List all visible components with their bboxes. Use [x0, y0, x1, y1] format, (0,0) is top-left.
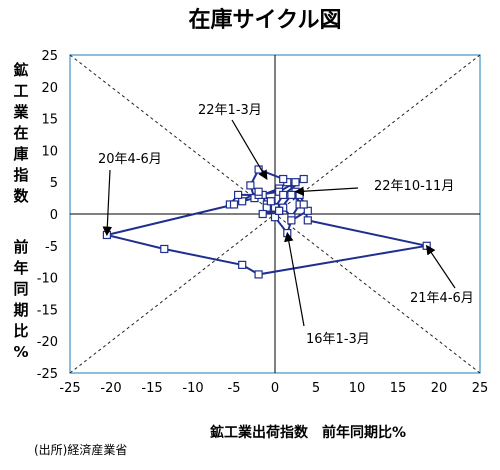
y-tick-label: 0 — [50, 208, 58, 223]
annotation-arrow — [284, 231, 305, 327]
annotation-label: 22年10-11月 — [374, 179, 454, 194]
y-tick-label: 25 — [41, 49, 58, 64]
x-axis-label: 鉱工業出荷指数 前年同期比% — [210, 424, 406, 441]
x-tick-label: 15 — [390, 381, 407, 396]
y-axis-label-char: 前 — [13, 238, 28, 256]
data-point-marker — [258, 209, 267, 219]
data-point-marker — [229, 200, 239, 209]
annotation-arrow — [231, 119, 268, 181]
y-tick-label: -15 — [37, 303, 58, 318]
y-axis-label-char: 同 — [13, 280, 28, 298]
y-axis-label-char: 業 — [12, 103, 29, 121]
data-point-marker — [287, 216, 296, 225]
y-axis-label-char: 年 — [13, 259, 28, 277]
annotation-label: 22年1-3月 — [198, 103, 262, 118]
annotations: 22年1-3月 20年4-6月 22年10-11月 21年4-6月 16年1-3月 — [98, 103, 474, 347]
y-tick-label: 20 — [41, 81, 58, 96]
annotation-label: 20年4-6月 — [98, 152, 162, 167]
data-point-marker — [279, 190, 288, 200]
x-tick-label: 10 — [349, 381, 366, 396]
data-point-marker — [295, 190, 304, 200]
data-point-marker — [287, 190, 296, 200]
x-tick-label: 5 — [312, 381, 320, 396]
data-point-marker — [299, 200, 308, 209]
x-tick-label: 20 — [431, 381, 448, 396]
chart-title: 在庫サイクル図 — [189, 7, 342, 33]
data-point-marker — [238, 260, 247, 269]
y-axis-label-char: 鉱 — [13, 61, 28, 79]
data-point-marker — [303, 216, 312, 225]
data-point-marker — [270, 213, 280, 222]
data-point-marker — [254, 187, 263, 196]
annotation-label: 16年1-3月 — [306, 332, 370, 347]
data-point-marker — [246, 181, 255, 190]
y-axis-label-char: 比 — [13, 322, 28, 340]
data-point-marker — [279, 174, 288, 184]
y-tick-label: 15 — [41, 113, 58, 128]
x-tick-label: -25 — [59, 381, 80, 396]
y-axis-label-char: 在 — [13, 124, 28, 142]
data-point-marker — [299, 174, 308, 184]
y-tick-label: 5 — [50, 176, 58, 191]
data-point-marker — [291, 178, 300, 187]
x-tick-label: -10 — [182, 381, 203, 396]
annotation-arrow — [294, 186, 359, 197]
y-tick-label: -20 — [37, 335, 58, 350]
annotation-arrow — [102, 169, 113, 237]
x-tick-label: 0 — [271, 381, 279, 396]
y-axis-label-char: 数 — [13, 187, 29, 205]
y-axis-label-char: % — [13, 343, 28, 361]
x-tick-label: 25 — [472, 381, 489, 396]
y-tick-labels: 25 20 15 10 5 0 -5 -10 -15 -20 -25 — [37, 49, 58, 382]
x-tick-labels: -25 -20 -15 -10 -5 0 5 10 15 20 25 — [59, 381, 488, 396]
data-point-marker — [275, 206, 284, 215]
data-point-marker — [266, 197, 275, 206]
x-tick-label: -5 — [228, 381, 241, 396]
y-tick-label: 10 — [41, 144, 58, 159]
x-tick-label: -15 — [141, 381, 162, 396]
data-point-marker — [254, 270, 263, 279]
annotation-arrow — [426, 244, 456, 289]
y-tick-label: -25 — [37, 367, 58, 382]
data-point-marker — [160, 244, 169, 254]
y-axis-label-char: 期 — [13, 301, 28, 319]
source-note: (出所)経済産業省 — [34, 442, 127, 457]
y-tick-label: -10 — [37, 272, 58, 287]
annotation-label: 21年4-6月 — [410, 291, 474, 306]
data-point-marker — [234, 190, 243, 200]
x-tick-label: -20 — [100, 381, 121, 396]
y-tick-label: -5 — [45, 240, 58, 255]
y-axis-label-char: 工 — [13, 82, 28, 100]
y-axis-label-char: 指 — [13, 166, 28, 184]
y-axis-label-char: 庫 — [13, 145, 28, 163]
